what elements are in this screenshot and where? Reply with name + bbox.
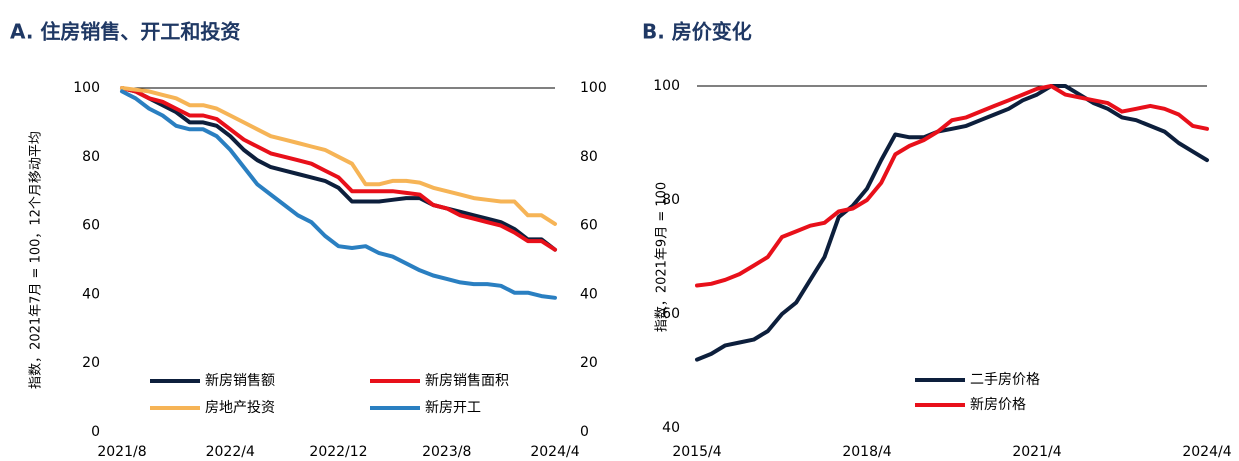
y-axis-label: 指数，2021年7月 = 100，12个月移动平均 — [29, 131, 44, 389]
x-tick-label: 2024/4 — [530, 444, 579, 460]
x-tick-label: 2023/8 — [422, 444, 471, 460]
y2-tick-label: 80 — [580, 149, 598, 165]
legend-label: 新房价格 — [970, 397, 1026, 413]
x-tick-label: 2022/4 — [206, 444, 255, 460]
legend-label: 新房销售额 — [205, 373, 275, 389]
y-tick-label: 80 — [82, 149, 100, 165]
line-series — [120, 89, 557, 300]
y-tick-label: 60 — [662, 306, 680, 322]
x-tick-label: 2015/4 — [672, 444, 721, 460]
y-tick-label: 100 — [73, 80, 100, 96]
legend-label: 房地产投资 — [205, 400, 275, 416]
y2-tick-label: 0 — [580, 424, 589, 440]
legend-label: 新房开工 — [425, 400, 481, 416]
legend-label: 二手房价格 — [970, 372, 1040, 388]
chart-title: B. 房价变化 — [642, 20, 752, 44]
y2-tick-label: 20 — [580, 355, 598, 371]
y-tick-label: 60 — [82, 218, 100, 234]
x-tick-label: 2018/4 — [842, 444, 891, 460]
line-series — [120, 86, 557, 252]
x-tick-label: 2024/4 — [1182, 444, 1231, 460]
line-series — [695, 84, 1209, 362]
x-tick-label: 2021/4 — [1012, 444, 1061, 460]
line-series — [120, 86, 557, 252]
y-tick-label: 20 — [82, 355, 100, 371]
y-tick-label: 80 — [662, 192, 680, 208]
y2-tick-label: 60 — [580, 218, 598, 234]
chart-title: A. 住房销售、开工和投资 — [10, 20, 240, 44]
line-series — [120, 86, 557, 226]
y-tick-label: 100 — [653, 78, 680, 94]
y-tick-label: 40 — [82, 286, 100, 302]
x-tick-label: 2022/12 — [309, 444, 367, 460]
y-axis-label: 指数，2021年9月 = 100 — [655, 182, 670, 332]
y-tick-label: 40 — [662, 420, 680, 436]
y2-tick-label: 100 — [580, 80, 607, 96]
line-series — [695, 84, 1209, 288]
y2-tick-label: 40 — [580, 286, 598, 302]
x-tick-label: 2021/8 — [97, 444, 146, 460]
legend-label: 新房销售面积 — [425, 373, 509, 389]
y-tick-label: 0 — [91, 424, 100, 440]
